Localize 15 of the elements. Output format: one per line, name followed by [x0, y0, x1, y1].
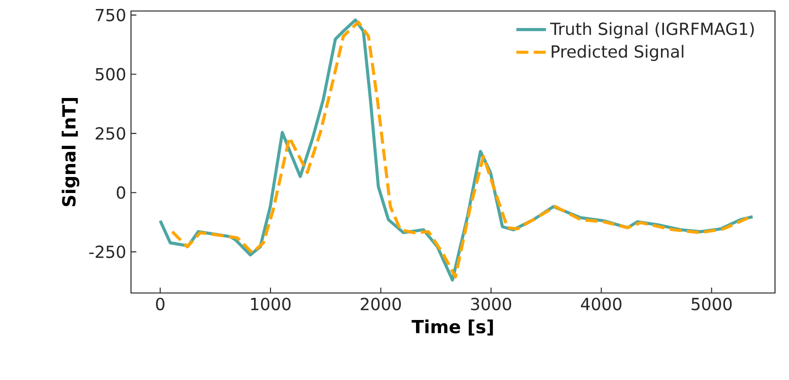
x-tick-label: 5000: [692, 298, 732, 310]
y-tick-label: -250: [89, 245, 126, 258]
legend-label: Predicted Signal: [552, 44, 684, 62]
x-tick-label: 2000: [360, 298, 401, 310]
y-tick-label: 250: [96, 127, 126, 140]
y-tick-label: 750: [96, 8, 126, 22]
x-tick-label: 3000: [471, 298, 512, 310]
x-axis-title: Time [s]: [412, 319, 493, 336]
x-tick-label: 4000: [580, 298, 622, 310]
y-axis-title: Signal [nT]: [62, 98, 80, 206]
legend-label: Truth Signal (IGRFMAG1): [550, 22, 754, 38]
x-tick-label: 1000: [251, 298, 291, 310]
y-tick-label: 500: [96, 68, 126, 81]
x-tick-label: 0: [156, 298, 164, 310]
y-tick-label: 0: [116, 186, 126, 199]
